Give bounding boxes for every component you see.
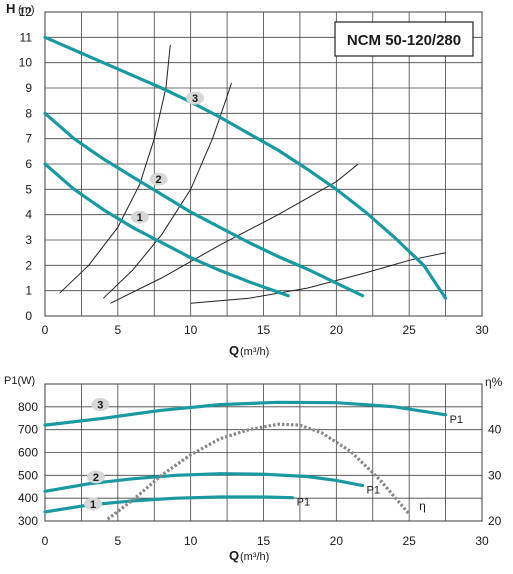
power-curve-3 xyxy=(43,400,448,427)
y-tick-label: 8 xyxy=(25,106,32,120)
x-axis-label: Q xyxy=(229,343,239,358)
x-tick-label: 5 xyxy=(114,534,121,548)
y-tick-label: 6 xyxy=(25,157,32,171)
x-tick-label: 20 xyxy=(330,534,344,548)
head-curve-labels: 1 2 3 xyxy=(130,91,205,224)
y-tick-label: 3 xyxy=(25,233,32,247)
x-tick-label: 10 xyxy=(184,534,198,548)
curve-label-2: 2 xyxy=(93,472,99,484)
curve-badge xyxy=(149,172,168,186)
head-curves xyxy=(43,35,448,300)
y-tick-label: 10 xyxy=(19,56,33,70)
y-tick-label: 0 xyxy=(25,309,32,323)
y2-tick-label: 40 xyxy=(488,423,502,437)
y-tick-label: 4 xyxy=(25,208,32,222)
y2-tick-label: 20 xyxy=(488,514,502,528)
y-tick-label: 12 xyxy=(19,5,33,19)
y-tick-label: 9 xyxy=(25,81,32,95)
curve-badge xyxy=(84,497,103,511)
y-axis-unit: (m) xyxy=(18,4,35,16)
efficiency-line xyxy=(106,422,411,521)
power-chart-grid xyxy=(44,383,483,522)
p1-end-label: P1 xyxy=(297,497,310,509)
power-curve-labels: P1 1 P1 2 P1 3 η xyxy=(84,398,463,513)
curve-label-1: 1 xyxy=(90,499,96,511)
y-axis-label: P1(W) xyxy=(4,375,35,387)
y-tick-label: 5 xyxy=(25,182,32,196)
x-axis-unit: (m³/h) xyxy=(240,346,269,358)
y2-axis-label: η% xyxy=(485,375,503,389)
y2-tick-label: 30 xyxy=(488,468,502,482)
x-tick-label: 30 xyxy=(475,534,489,548)
y-tick-label: 700 xyxy=(18,423,38,437)
head-chart-grid xyxy=(44,11,483,317)
y-axis-label: H xyxy=(6,1,15,16)
system-curves xyxy=(59,44,446,304)
x-tick-label: 5 xyxy=(114,323,121,337)
head-curve-1 xyxy=(43,162,290,298)
x-axis-label: Q xyxy=(229,548,239,563)
efficiency-label: η xyxy=(419,499,426,513)
y-tick-label: 1 xyxy=(25,284,32,298)
y-tick-label: 7 xyxy=(25,132,32,146)
x-tick-label: 20 xyxy=(330,323,344,337)
chart-title: NCM 50-120/280 xyxy=(347,32,461,49)
head-curve-3 xyxy=(43,35,448,300)
title-box xyxy=(334,21,474,57)
p1-end-label: P1 xyxy=(450,414,463,426)
curve-label-1: 1 xyxy=(137,212,143,224)
x-tick-label: 25 xyxy=(402,323,416,337)
power-curve-2 xyxy=(43,472,365,493)
y-tick-label: 500 xyxy=(18,468,38,482)
curve-badge xyxy=(130,210,149,224)
x-tick-label: 10 xyxy=(184,323,198,337)
system-curve xyxy=(102,82,232,299)
y-tick-label: 600 xyxy=(18,446,38,460)
efficiency-curve xyxy=(106,422,411,521)
y-tick-label: 300 xyxy=(18,514,38,528)
p1-end-label: P1 xyxy=(367,485,380,497)
curve-label-3: 3 xyxy=(192,93,198,105)
x-tick-label: 0 xyxy=(42,323,49,337)
x-tick-label: 30 xyxy=(475,323,489,337)
x-axis-unit: (m³/h) xyxy=(240,551,269,563)
system-curve xyxy=(110,163,359,304)
curve-label-3: 3 xyxy=(97,400,103,412)
y-tick-label: 800 xyxy=(18,400,38,414)
curve-badge xyxy=(91,398,110,412)
y-tick-label: 2 xyxy=(25,258,32,272)
curve-badge xyxy=(186,91,205,105)
y-tick-label: 11 xyxy=(20,30,33,44)
x-tick-label: 0 xyxy=(42,534,49,548)
curve-label-2: 2 xyxy=(156,174,162,186)
x-tick-label: 25 xyxy=(402,534,416,548)
x-tick-label: 15 xyxy=(257,323,271,337)
system-curve xyxy=(59,44,171,294)
y-tick-label: 400 xyxy=(18,491,38,505)
x-tick-label: 15 xyxy=(257,534,271,548)
head-curve-2 xyxy=(43,111,365,298)
curve-badge xyxy=(86,470,105,484)
